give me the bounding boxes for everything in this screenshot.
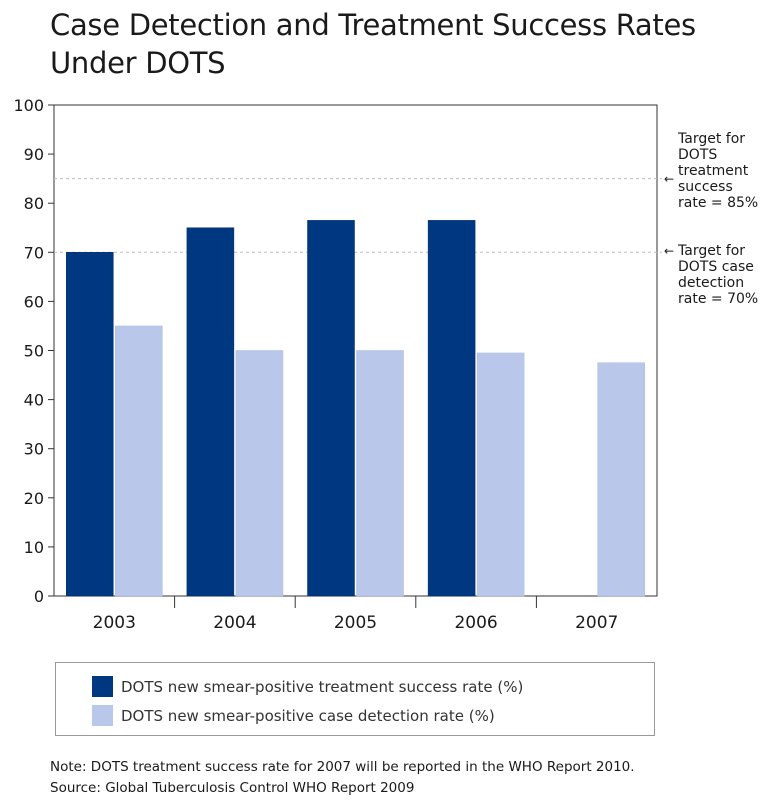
- chart-title-line-2: Under DOTS: [50, 46, 226, 80]
- legend-label-detection: DOTS new smear-positive case detection r…: [121, 706, 495, 725]
- annotation-line: rate = 85%: [678, 195, 759, 211]
- y-tick-label: 30: [24, 440, 44, 459]
- legend-swatch-treatment: [92, 676, 113, 697]
- annotation-line: Target for: [678, 131, 746, 147]
- chart-title: Case Detection and Treatment Success Rat…: [50, 6, 750, 82]
- y-tick-label: 50: [24, 342, 44, 361]
- y-tick-label: 0: [34, 587, 44, 606]
- legend-label-treatment: DOTS new smear-positive treatment succes…: [121, 677, 524, 696]
- detection-target-annotation: ← Target for DOTS case detection rate = …: [664, 243, 759, 307]
- y-tick-label: 80: [24, 194, 44, 213]
- detection-bar-2005: [356, 350, 404, 597]
- footnote-note: Note: DOTS treatment success rate for 20…: [50, 759, 635, 775]
- x-tick-label: 2005: [334, 613, 377, 633]
- footnote-source: Source: Global Tuberculosis Control WHO …: [50, 780, 415, 796]
- y-tick-label: 90: [24, 145, 44, 164]
- annotation-line: detection: [678, 275, 745, 291]
- x-tick-label: 2006: [454, 613, 497, 633]
- annotation-line: rate = 70%: [678, 291, 759, 307]
- chart-title-line-1: Case Detection and Treatment Success Rat…: [50, 8, 696, 42]
- legend-item-detection: DOTS new smear-positive case detection r…: [92, 705, 495, 726]
- y-tick-label: 40: [24, 391, 44, 410]
- x-tick-label: 2007: [575, 613, 618, 633]
- annotation-line: DOTS: [678, 147, 718, 163]
- detection-bar-2003: [115, 325, 163, 597]
- arrow-left-icon: ←: [664, 172, 675, 186]
- x-tick-label: 2004: [213, 613, 256, 633]
- treatment-bar-2006: [427, 220, 476, 597]
- y-tick-label: 10: [24, 538, 44, 557]
- detection-bar-2004: [235, 350, 284, 597]
- treatment-bar-2004: [186, 227, 235, 597]
- arrow-left-icon: ←: [664, 244, 675, 258]
- treatment-bar-2003: [66, 252, 114, 597]
- annotation-line: treatment: [678, 163, 749, 179]
- annotation-line: DOTS case: [678, 259, 754, 275]
- detection-bar-2006: [476, 352, 525, 597]
- legend-swatch-detection: [92, 705, 113, 726]
- treatment-target-annotation: ← Target for DOTS treatment success rate…: [664, 131, 759, 211]
- y-tick-label: 20: [24, 489, 44, 508]
- annotation-line: Target for: [678, 243, 746, 259]
- treatment-bar-2005: [307, 220, 355, 597]
- bar-chart: 0 10 20 30 40 50 60 70 80 90 100 2003 2004 2005 2006 20…: [13, 96, 662, 633]
- chart-legend: DOTS new smear-positive treatment succes…: [55, 662, 655, 736]
- detection-bar-2007: [597, 362, 645, 597]
- annotation-line: success: [678, 179, 733, 195]
- y-tick-label: 60: [24, 292, 44, 311]
- y-tick-label: 70: [24, 243, 44, 262]
- x-tick-label: 2003: [93, 613, 136, 633]
- legend-item-treatment: DOTS new smear-positive treatment succes…: [92, 676, 523, 697]
- y-tick-label: 100: [13, 96, 44, 115]
